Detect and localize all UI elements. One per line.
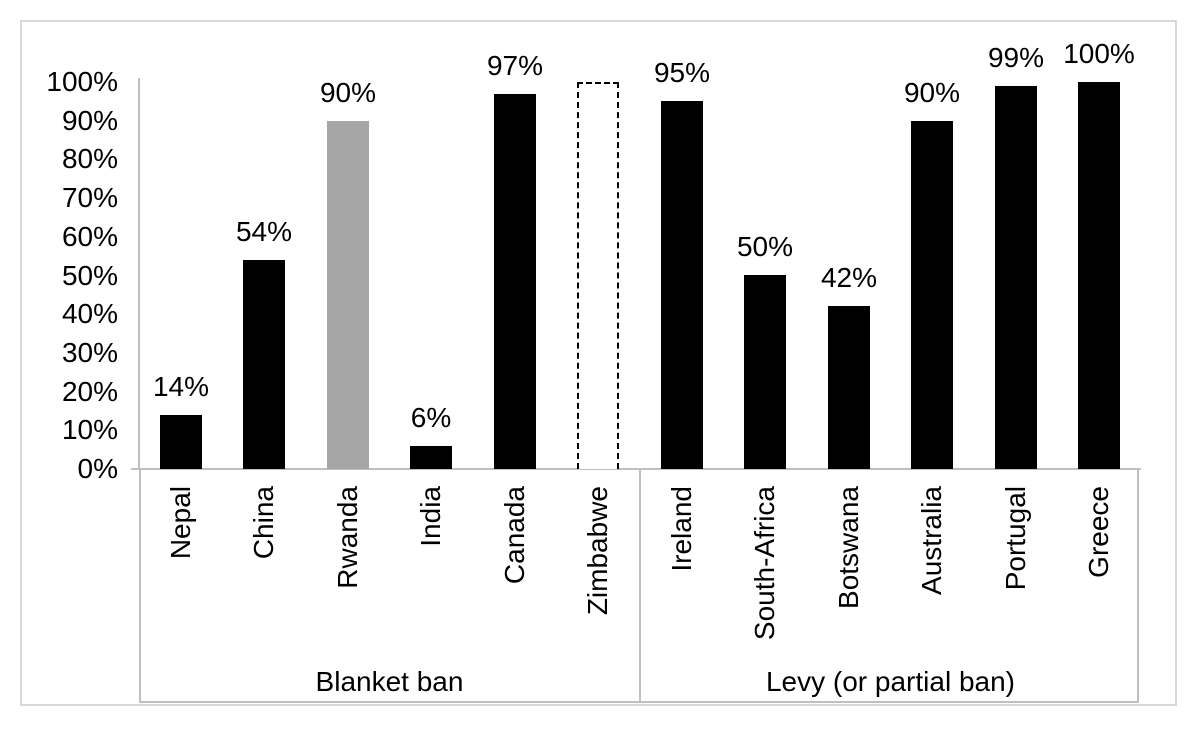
x-axis-label-greece: Greece (1083, 486, 1114, 578)
x-axis-label-india: India (415, 486, 446, 547)
bar-india (410, 446, 452, 469)
value-label-botswana: 42% (820, 262, 878, 293)
x-axis-label-ireland: Ireland (666, 486, 697, 572)
bar-australia (911, 121, 953, 469)
value-label-portugal: 99% (987, 42, 1045, 73)
bar-south-africa (744, 275, 786, 469)
y-axis-tick-label: 0% (77, 453, 118, 484)
y-axis-tick-label: 60% (61, 220, 118, 252)
y-axis-line (138, 78, 140, 470)
x-axis-label-china: China (248, 486, 279, 560)
bar-botswana (828, 306, 870, 469)
bar-greece (1078, 82, 1120, 469)
y-axis-tick-label: 50% (61, 259, 118, 291)
y-axis-tick-label: 80% (61, 143, 118, 175)
bar-canada (494, 94, 536, 469)
bar-nepal (160, 415, 202, 469)
x-axis-label-rwanda: Rwanda (332, 486, 363, 589)
value-label-rwanda: 90% (319, 77, 377, 108)
x-axis-label-portugal: Portugal (1000, 486, 1031, 591)
value-label-china: 54% (235, 216, 293, 247)
bar-rwanda (327, 121, 369, 469)
x-axis-baseline (131, 468, 1141, 470)
bar-china (243, 260, 285, 469)
y-axis-tick-label: 30% (61, 336, 118, 368)
value-label-ireland: 95% (653, 57, 711, 88)
y-axis-tick-label: 40% (61, 298, 118, 330)
group-divider-line (639, 470, 641, 703)
x-axis-label-south-africa: South-Africa (749, 486, 780, 641)
chart-border (20, 20, 1177, 706)
x-axis-label-australia: Australia (916, 486, 947, 595)
value-label-nepal: 14% (152, 371, 210, 402)
value-label-south-africa: 50% (736, 231, 794, 262)
bar-ireland (661, 101, 703, 469)
x-axis-label-botswana: Botswana (833, 486, 864, 609)
value-label-canada: 97% (486, 50, 544, 81)
bar-portugal (995, 86, 1037, 469)
x-axis-label-canada: Canada (499, 486, 530, 585)
value-label-australia: 90% (903, 77, 961, 108)
y-axis-tick-label: 100% (46, 66, 118, 97)
value-label-greece: 100% (1063, 38, 1135, 69)
bar-zimbabwe (577, 82, 619, 469)
group-label-blanket-ban: Blanket ban (315, 666, 464, 697)
value-label-india: 6% (410, 402, 452, 433)
group-label-levy: Levy (or partial ban) (765, 666, 1015, 697)
x-axis-label-zimbabwe: Zimbabwe (582, 486, 613, 616)
x-axis-label-nepal: Nepal (165, 486, 196, 560)
y-axis-tick-label: 10% (61, 414, 118, 446)
y-axis-tick-label: 20% (61, 375, 118, 407)
y-axis-tick-label: 70% (61, 182, 118, 214)
y-axis-tick-label: 90% (61, 104, 118, 136)
